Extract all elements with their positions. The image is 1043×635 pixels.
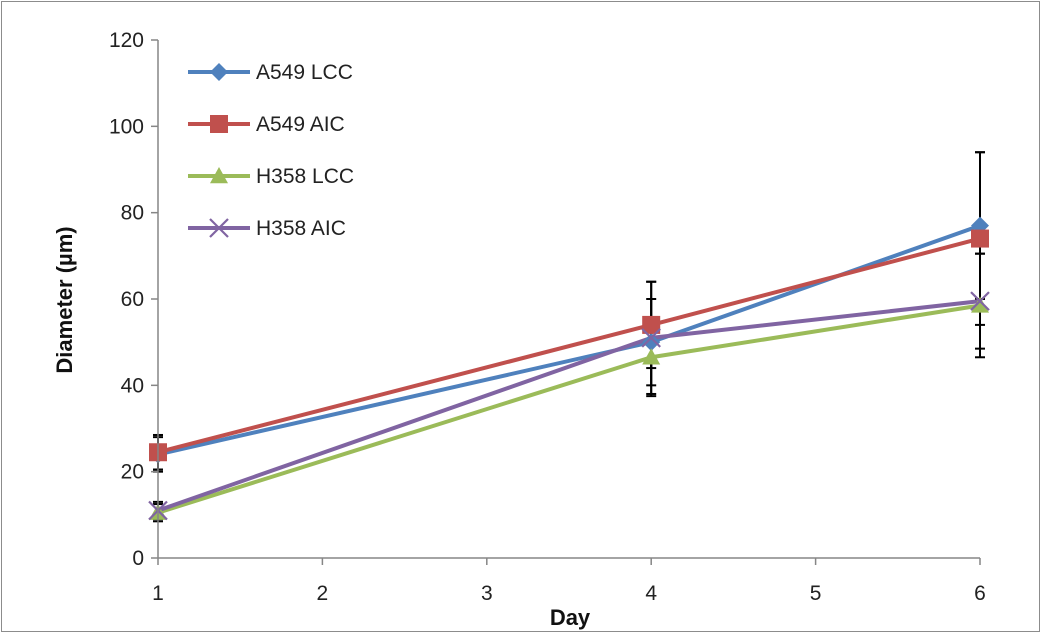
legend-label: A549 LCC [256,61,353,84]
series-line-h358-aic [157,299,981,513]
x-axis-title: Day [550,605,591,630]
data-point-a549-lcc [642,333,661,352]
y-tick-label: 100 [109,115,144,138]
x-tick-label: 4 [645,582,657,605]
series-markers [148,216,990,521]
x-tick-label: 1 [152,582,164,605]
data-point-a549-aic [642,315,661,334]
y-tick-label: 60 [121,288,144,311]
error-bars [153,151,985,523]
marker-stroke [641,328,661,348]
legend-marker [209,218,229,238]
legend-marker [210,115,228,133]
legend: A549 LCC A549 AIC H358 LCC H358 AIC [188,61,354,240]
data-point-h358-aic [641,328,661,348]
series-line-h358-lcc [157,303,981,515]
y-tick-label: 20 [121,461,144,484]
x-tick-label: 2 [317,582,329,605]
y-axis-title: Diameter (µm) [52,226,77,373]
series-lines [157,223,981,515]
x-tick-label: 5 [810,582,822,605]
data-point-h358-aic [970,291,990,311]
y-tick-label: 120 [109,29,144,52]
series-line-a549-aic [157,236,981,455]
marker-stroke [209,218,229,238]
legend-marker [210,167,228,184]
y-tick-label: 40 [121,374,144,397]
legend-item-a549-aic: A549 AIC [188,113,345,136]
legend-label: H358 AIC [256,217,346,240]
legend-item-a549-lcc: A549 LCC [188,61,353,84]
legend-marker [210,63,228,81]
y-tick-label: 80 [121,202,144,225]
y-tick-label: 0 [132,547,144,570]
marker-stroke [970,291,990,311]
legend-item-h358-lcc: H358 LCC [188,165,354,188]
legend-label: A549 AIC [256,113,345,136]
tick-labels: 0 20 40 60 80 100 120 1 2 3 4 5 6 [109,29,986,605]
x-tick-label: 6 [974,582,986,605]
data-point-h358-lcc [971,296,989,313]
data-point-a549-aic [971,229,989,248]
x-tick-label: 3 [481,582,493,605]
axes [151,39,981,565]
legend-label: H358 LCC [256,165,354,188]
legend-item-h358-aic: H358 AIC [188,217,346,240]
data-point-h358-lcc [642,348,661,365]
